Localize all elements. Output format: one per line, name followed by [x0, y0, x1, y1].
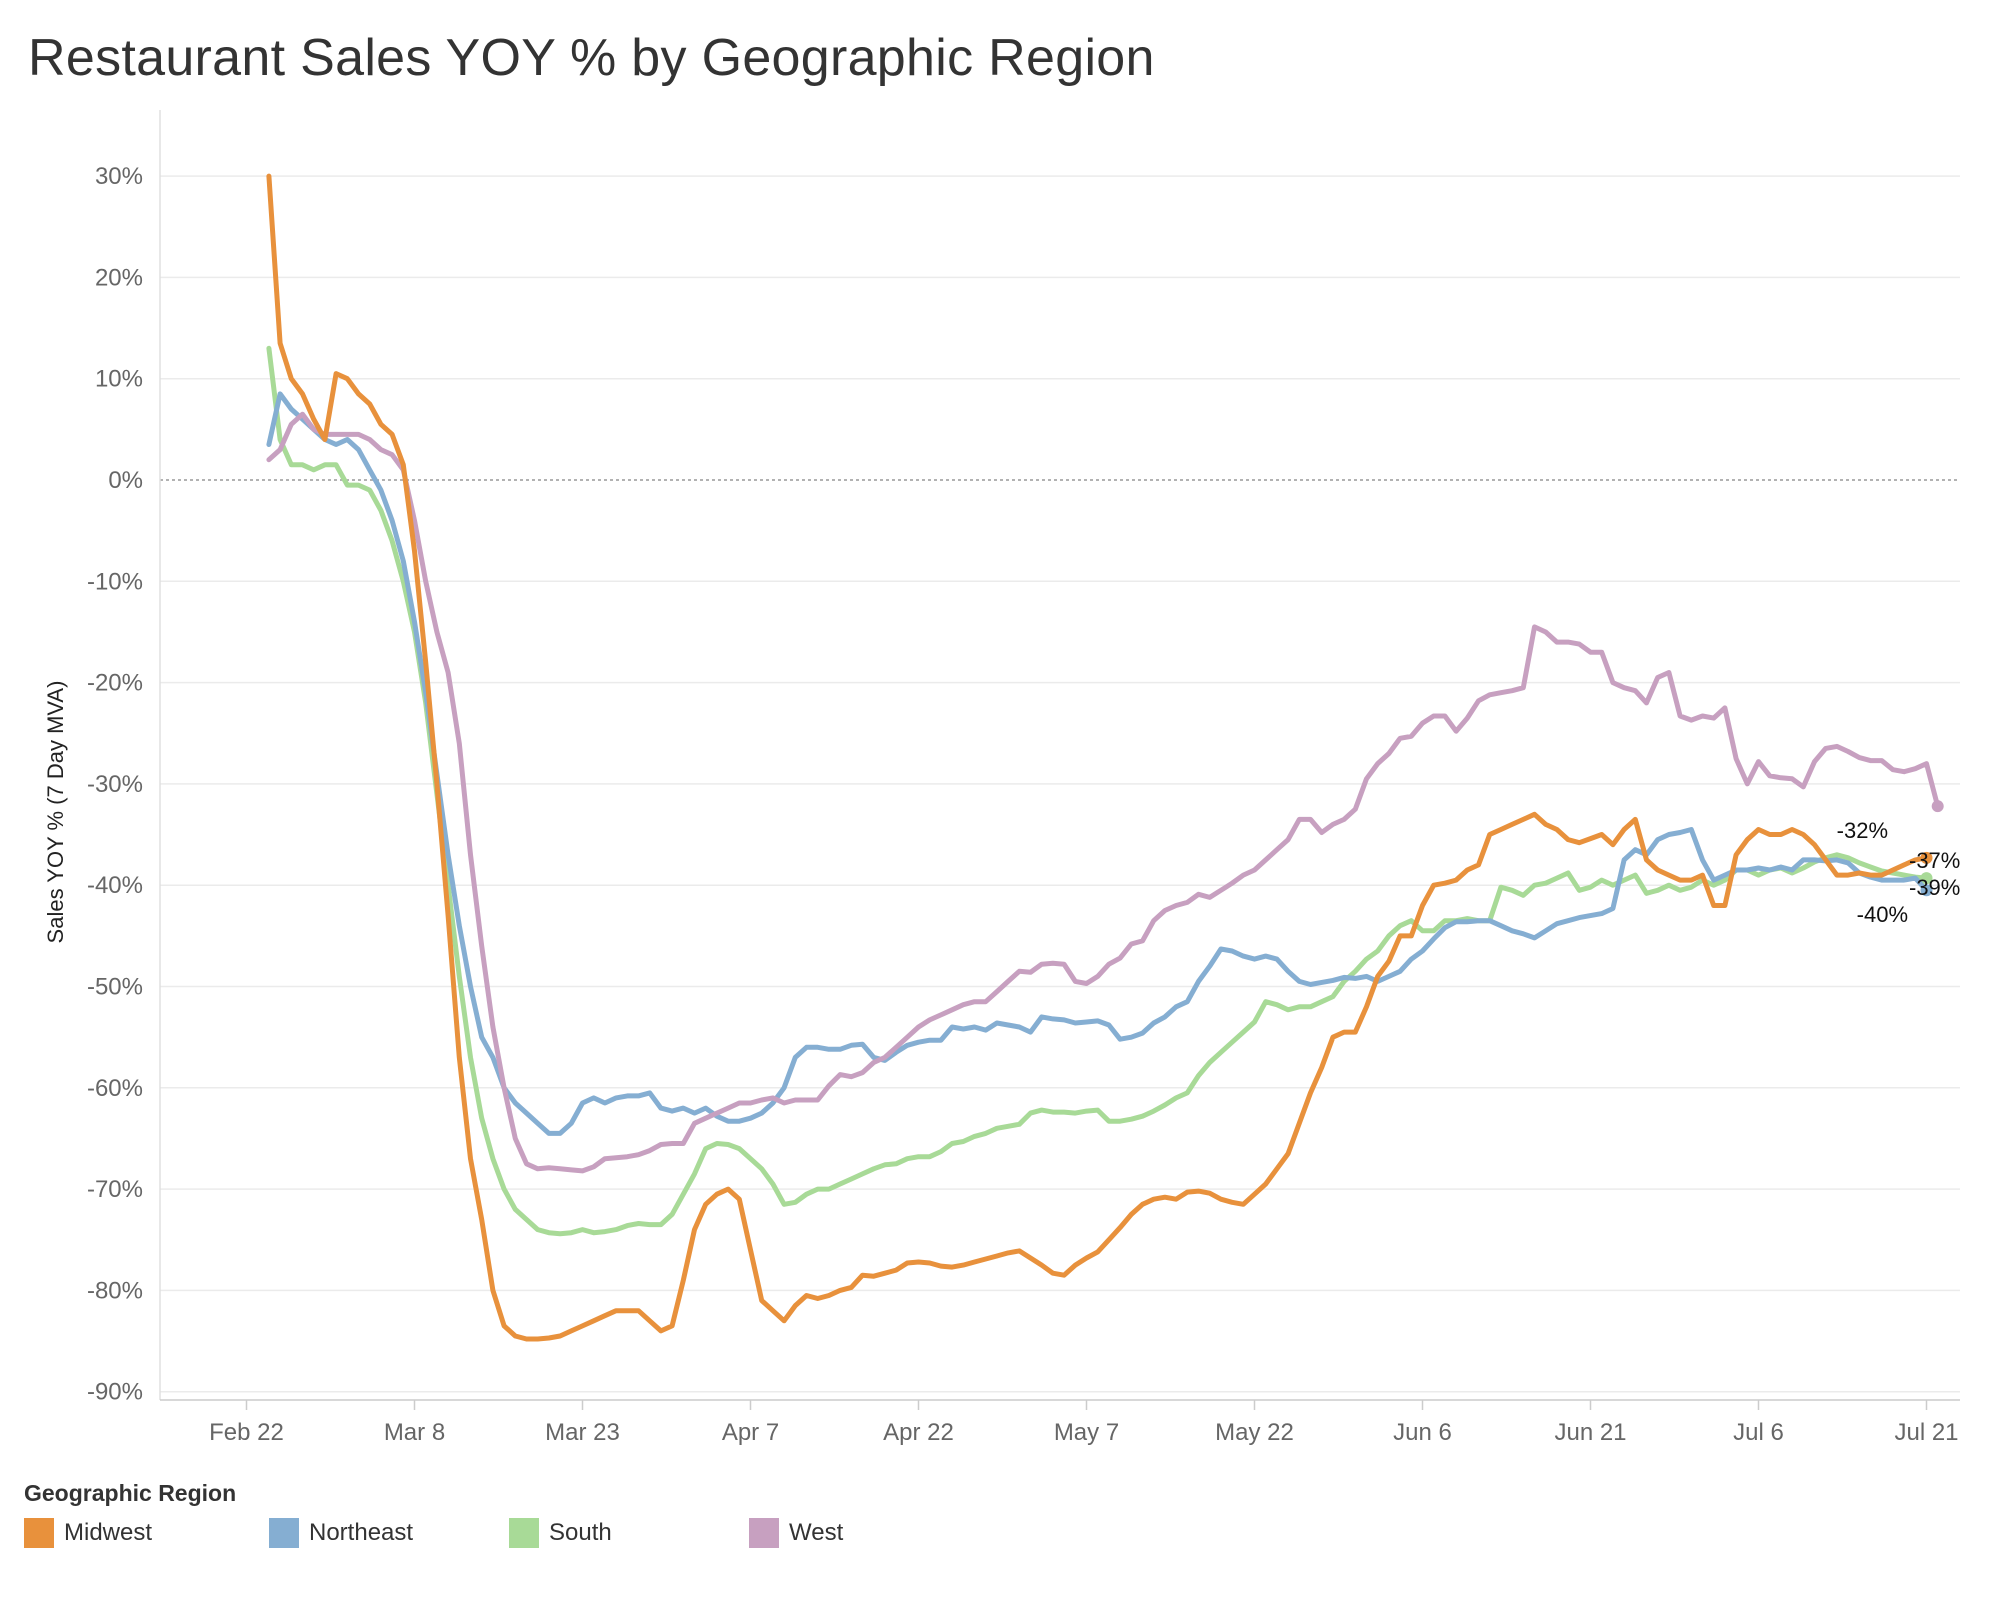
gridlines [160, 175, 1960, 1393]
end-point-midwest [1920, 851, 1933, 864]
x-axis-ticks: Feb 22 Mar 8 Mar 23 Apr 7 Apr 22 May 7 May 22 J… [209, 1400, 1959, 1446]
end-labels: -32% -37%-39%-40% [1837, 818, 1961, 927]
x-tick-label: Jul 6 [1733, 1419, 1784, 1446]
y-tick-label: -80% [87, 1277, 143, 1304]
x-tick-label: Feb 22 [209, 1419, 284, 1446]
y-tick-label: -10% [87, 568, 143, 595]
end-point-south [1920, 872, 1933, 885]
legend-item-south[interactable]: South [509, 1518, 612, 1548]
y-tick-label: -50% [87, 974, 143, 1001]
y-tick-label: -40% [87, 872, 143, 899]
y-tick-label: -90% [87, 1379, 143, 1406]
legend-label: South [549, 1519, 612, 1546]
legend-title: Geographic Region [24, 1480, 237, 1506]
legend-swatch [24, 1518, 54, 1548]
y-tick-label: 20% [95, 264, 143, 291]
x-tick-label: May 22 [1215, 1419, 1294, 1446]
x-tick-label: May 7 [1054, 1419, 1119, 1446]
y-axis-label: Sales YOY % (7 Day MVA) [43, 681, 68, 944]
y-tick-label: -20% [87, 670, 143, 697]
end-point-northeast [1920, 884, 1933, 897]
legend-swatch [509, 1518, 539, 1548]
series-line-south [266, 345, 1929, 1237]
legend-label: Northeast [309, 1519, 414, 1546]
y-tick-label: -70% [87, 1176, 143, 1203]
y-tick-label: 30% [95, 163, 143, 190]
x-tick-label: Apr 7 [722, 1419, 779, 1446]
y-tick-label: -30% [87, 771, 143, 798]
series-lines [266, 173, 1944, 1342]
legend-label: Midwest [64, 1519, 153, 1546]
series-line-northeast [266, 391, 1929, 1136]
series-line-west [266, 411, 1941, 1174]
x-tick-label: Apr 22 [883, 1419, 954, 1446]
legend-item-west[interactable]: West [749, 1518, 843, 1548]
end-label-south: -39% [1909, 875, 1960, 900]
chart-title: Restaurant Sales YOY % by Geographic Reg… [28, 29, 1155, 87]
x-tick-label: Jun 21 [1554, 1419, 1626, 1446]
y-axis-ticks: 30% 20% 10% 0% -10% -20% -30% -40% -50% -60% -70% -… [87, 163, 143, 1406]
series-line-midwest [266, 173, 1929, 1342]
legend-swatch [269, 1518, 299, 1548]
y-tick-label: 10% [95, 366, 143, 393]
y-tick-label: 0% [108, 467, 143, 494]
end-point-west [1931, 800, 1944, 813]
end-label-west: -32% [1837, 818, 1888, 843]
x-tick-label: Mar 23 [545, 1419, 620, 1446]
end-label-northeast: -40% [1857, 902, 1908, 927]
legend-label: West [789, 1519, 844, 1546]
x-tick-label: Jul 21 [1894, 1419, 1958, 1446]
legend-swatch [749, 1518, 779, 1548]
x-tick-label: Mar 8 [384, 1419, 445, 1446]
end-label-midwest: -37% [1909, 848, 1960, 873]
x-tick-label: Jun 6 [1393, 1419, 1452, 1446]
legend-item-northeast[interactable]: Northeast [269, 1518, 413, 1548]
legend-item-midwest[interactable]: Midwest [24, 1518, 152, 1548]
axes [159, 110, 1960, 1401]
legend: Geographic Region Midwest Northeast South W… [24, 1480, 843, 1548]
y-tick-label: -60% [87, 1075, 143, 1102]
